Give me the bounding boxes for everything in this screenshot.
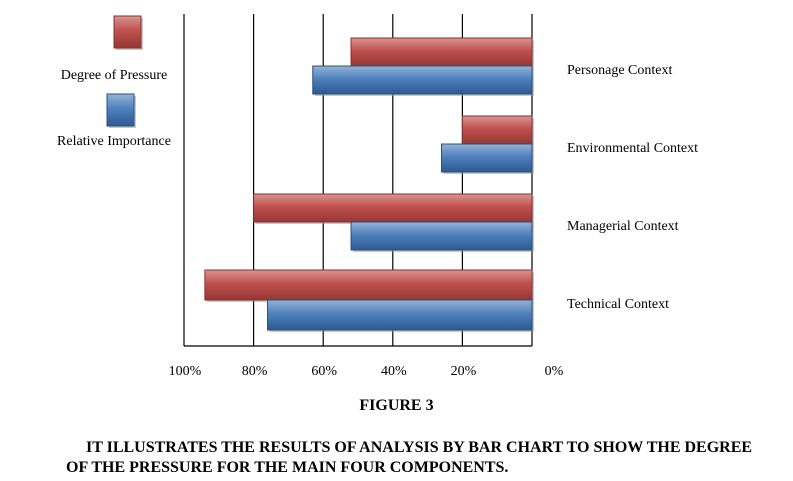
legend: Degree of Pressure Relative Importance <box>57 15 171 149</box>
x-tick-label: 20% <box>451 364 477 379</box>
bar-chart: 0% 20% 40% 60% 80% 100% Personage Context Envi… <box>57 14 698 379</box>
x-tick-label: 40% <box>381 364 407 379</box>
figure-caption: IT ILLUSTRATES THE RESULTS OF ANALYSIS B… <box>66 439 753 476</box>
bar-degree-of-pressure-environmental-context <box>461 115 533 145</box>
category-label: Environmental Context <box>567 141 698 156</box>
category-label: Personage Context <box>567 63 672 78</box>
legend-swatch-degree-of-pressure <box>113 15 142 49</box>
category-label: Technical Context <box>567 297 669 312</box>
x-tick-label: 0% <box>545 364 564 379</box>
category-label: Managerial Context <box>567 219 679 234</box>
bar-relative-importance-personage-context <box>312 65 533 95</box>
legend-label: Degree of Pressure <box>61 68 168 83</box>
legend-label: Relative Importance <box>57 134 171 149</box>
category-labels: Personage Context Environmental Context Ma… <box>567 63 698 312</box>
bar-degree-of-pressure-personage-context <box>350 37 533 67</box>
legend-swatch-relative-importance <box>106 93 135 127</box>
x-tick-label: 60% <box>311 364 337 379</box>
bar-relative-importance-technical-context <box>267 299 533 331</box>
bar-degree-of-pressure-managerial-context <box>253 193 533 223</box>
x-tick-label: 100% <box>169 364 202 379</box>
bar-degree-of-pressure-technical-context <box>204 269 533 301</box>
figure-title: FIGURE 3 <box>359 397 434 414</box>
x-axis-ticks: 0% 20% 40% 60% 80% 100% <box>169 364 564 379</box>
x-tick-label: 80% <box>242 364 268 379</box>
bars <box>204 37 534 332</box>
bar-relative-importance-environmental-context <box>441 143 533 173</box>
bar-relative-importance-managerial-context <box>350 221 533 251</box>
